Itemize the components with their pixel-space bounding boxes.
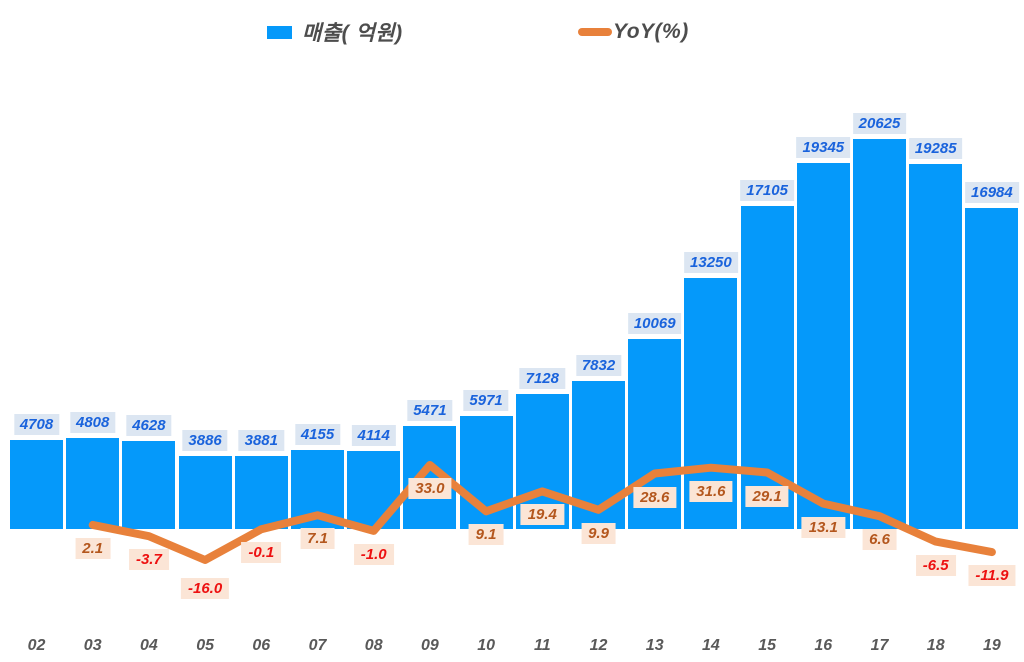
x-axis-label-13: 13: [645, 637, 664, 654]
yoy-value-label-19: -11.9: [968, 565, 1016, 587]
yoy-value-label-15: 29.1: [745, 485, 789, 507]
x-axis-label-19: 19: [982, 637, 1001, 654]
bar-value-label-16: 19345: [796, 137, 851, 159]
bar-value-label-02: 4708: [13, 413, 60, 435]
x-axis-label-07: 07: [308, 637, 327, 654]
x-axis-label-09: 09: [420, 637, 439, 654]
bar-value-label-07: 4155: [294, 424, 341, 446]
yoy-value-label-12: 9.9: [581, 522, 616, 544]
yoy-value-label-08: -1.0: [353, 543, 394, 565]
x-axis-label-05: 05: [196, 637, 214, 654]
bar-value-label-14: 13250: [684, 252, 738, 274]
yoy-value-label-11: 19.4: [520, 504, 564, 526]
bar-value-label-19: 16984: [965, 181, 1019, 203]
bar-value-label-18: 19285: [908, 138, 963, 160]
yoy-line-swatch: [578, 28, 612, 36]
bar-03: [66, 438, 120, 529]
bar-02: [10, 439, 63, 529]
x-axis-label-06: 06: [252, 637, 271, 654]
yoy-value-label-07: 7.1: [300, 528, 335, 550]
bar-05: [178, 455, 232, 529]
x-axis-label-14: 14: [701, 637, 720, 654]
yoy-value-label-14: 31.6: [689, 480, 733, 502]
x-axis-label-03: 03: [83, 637, 102, 654]
bar-17: [853, 139, 906, 529]
legend-item-revenue: 매출( 억원): [267, 18, 403, 46]
yoy-value-label-03: 2.1: [75, 537, 111, 559]
bar-value-label-10: 5971: [463, 390, 509, 412]
yoy-value-label-10: 9.1: [468, 524, 504, 546]
yoy-value-label-06: -0.1: [241, 542, 282, 564]
x-axis-label-17: 17: [870, 637, 889, 654]
yoy-value-label-17: 6.6: [862, 529, 897, 551]
x-axis-label-15: 15: [758, 637, 776, 654]
x-axis-label-18: 18: [926, 637, 945, 654]
bar-value-label-06: 3881: [238, 429, 284, 451]
yoy-value-label-09: 33.0: [408, 477, 452, 499]
legend-label-yoy: YoY(%): [613, 20, 689, 43]
x-axis-label-08: 08: [364, 637, 383, 654]
bar-value-label-13: 10069: [627, 312, 682, 334]
bar-value-label-09: 5471: [407, 399, 453, 421]
bar-07: [291, 450, 344, 529]
x-axis-label-12: 12: [589, 637, 608, 654]
bar-value-label-05: 3886: [182, 429, 228, 451]
bar-08: [347, 451, 401, 529]
bar-value-label-11: 7128: [519, 368, 565, 390]
legend-label-revenue: 매출( 억원): [302, 22, 403, 45]
bar-value-label-12: 7832: [575, 354, 622, 376]
x-axis-label-10: 10: [477, 637, 495, 654]
x-axis-label-02: 02: [27, 637, 46, 654]
yoy-value-label-16: 13.1: [801, 516, 845, 538]
yoy-value-label-05: -16.0: [180, 578, 230, 600]
revenue-bar-swatch: [267, 25, 292, 39]
bar-12: [572, 380, 625, 529]
bar-06: [234, 455, 288, 529]
bar-10: [459, 416, 513, 529]
bar-16: [796, 163, 850, 529]
yoy-value-label-04: -3.7: [128, 549, 169, 571]
bar-18: [909, 164, 963, 529]
yoy-value-label-18: -6.5: [915, 554, 956, 576]
bar-15: [740, 205, 794, 529]
bar-value-label-15: 17105: [740, 179, 794, 201]
bar-value-label-03: 4808: [70, 412, 116, 434]
x-axis-label-11: 11: [533, 637, 551, 654]
legend-item-yoy: YoY(%): [578, 18, 689, 46]
yoy-value-label-13: 28.6: [633, 486, 677, 508]
bar-19: [965, 207, 1019, 529]
bar-value-label-04: 4628: [126, 415, 172, 437]
x-axis-label-04: 04: [139, 637, 158, 654]
x-axis-label-16: 16: [814, 637, 833, 654]
bar-value-label-08: 4114: [351, 425, 396, 447]
bar-04: [122, 441, 176, 529]
bar-value-label-17: 20625: [852, 113, 907, 134]
